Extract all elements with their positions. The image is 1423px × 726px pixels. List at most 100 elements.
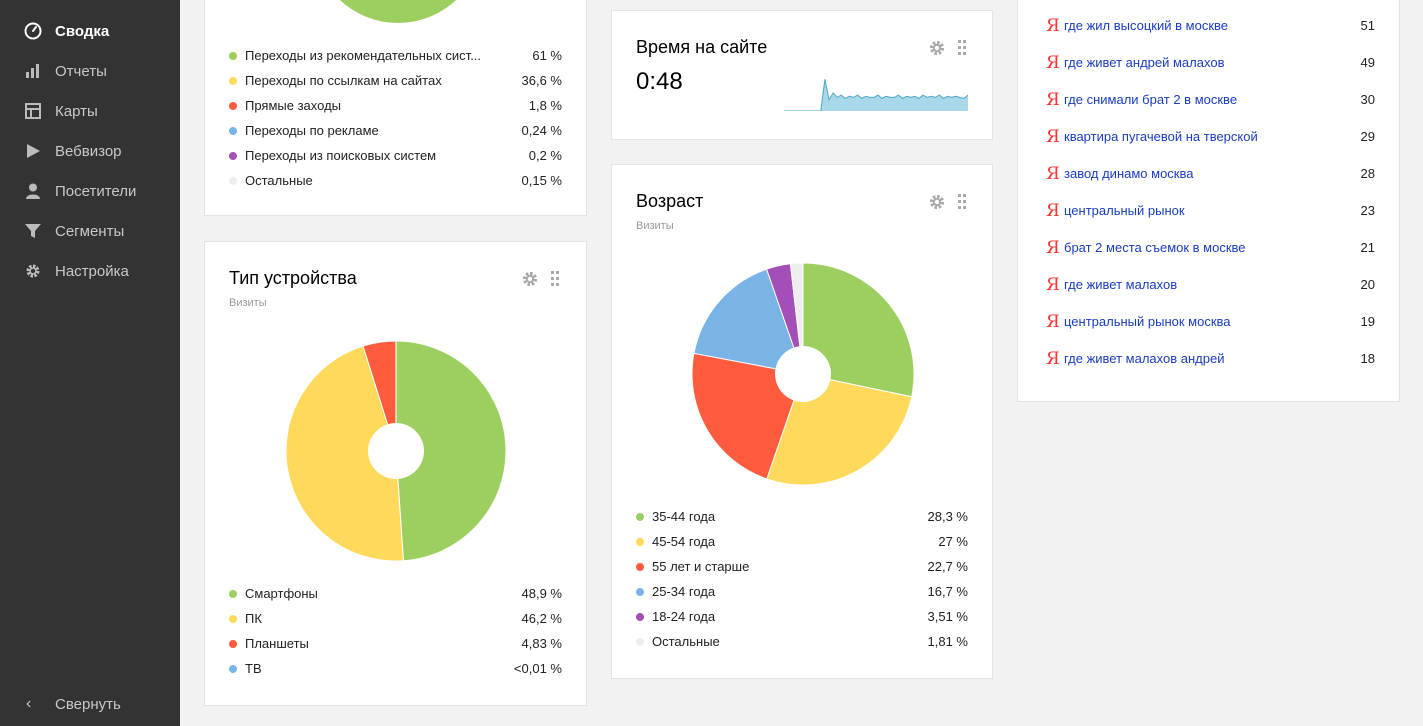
phrase-count: 18 [1360,351,1375,366]
legend-dot [229,126,237,135]
legend-value: 61 % [532,48,562,63]
sidebar-item-reports[interactable]: Отчеты [0,51,180,91]
phrase-link[interactable]: завод динамо москва [1064,166,1194,181]
play-icon [24,142,42,160]
legend-label: Остальные [245,173,313,188]
legend-value: 28,3 % [927,509,968,524]
sidebar-item-webvisor[interactable]: Вебвизор [0,131,180,171]
legend-label: ПК [245,611,262,626]
sidebar-item-label: Отчеты [55,62,107,80]
legend-item: ТВ <0,01 % [229,656,562,681]
time-on-site-card: Время на сайте 0:48 [611,10,993,140]
pie-hole [775,346,831,402]
phrase-link[interactable]: центральный рынок москва [1064,314,1231,329]
phrase-link[interactable]: где живет андрей малахов [1064,55,1225,70]
gear-icon[interactable] [928,193,946,211]
legend-label: ТВ [245,661,262,676]
gear-icon[interactable] [521,270,539,288]
legend-item: 35-44 года 28,3 % [636,504,968,529]
pie-slice[interactable] [286,345,404,561]
legend-item: Смартфоны 48,9 % [229,581,562,606]
legend-value: 46,2 % [521,611,562,626]
card-subtitle: Визиты [229,297,267,309]
funnel-icon [24,222,42,240]
time-on-site-value: 0:48 [636,68,683,95]
phrase-link[interactable]: где снимали брат 2 в москве [1064,92,1238,107]
drag-handle-icon[interactable] [551,271,559,287]
phrase-link[interactable]: где живет малахов [1064,277,1178,292]
legend-dot [229,176,237,185]
legend-dot [229,639,237,648]
legend-label: 35-44 года [652,509,716,524]
legend-label: 45-54 года [652,534,716,549]
legend-value: 1,8 % [528,98,562,113]
phrase-link[interactable]: где жил высоцкий в москве [1064,18,1228,33]
card-title: Тип устройства [229,268,357,288]
pie-slice[interactable] [395,341,506,561]
legend-dot [229,664,237,673]
pie-slice[interactable] [802,263,914,398]
yandex-icon: Я [1046,200,1060,221]
legend-value: 0,2 % [528,148,562,163]
legend-item: Переходы из рекомендательных сист... 61 % [229,43,562,68]
legend-item: Планшеты 4,83 % [229,631,562,656]
legend-dot [229,101,237,110]
legend-item: 18-24 года 3,51 % [636,604,968,629]
collapse-sidebar-button[interactable]: ‹ Свернуть [0,684,180,724]
drag-handle-icon[interactable] [958,40,966,56]
yandex-icon: Я [1046,52,1060,73]
phrase-count: 20 [1360,277,1375,292]
legend-dot [636,612,644,621]
legend-value: 1,81 % [927,634,968,649]
phrase-link[interactable]: квартира пугачевой на тверской [1064,129,1258,144]
legend-item: Остальные 0,15 % [229,168,562,193]
phrase-link[interactable]: центральный рынок [1064,203,1185,218]
legend-value: 3,51 % [927,609,968,624]
legend-item: Переходы по рекламе 0,24 % [229,118,562,143]
card-tools [928,193,966,211]
phrase-count: 30 [1360,92,1375,107]
legend-label: Переходы по рекламе [245,123,379,138]
legend-label: Остальные [652,634,720,649]
phrase-count: 28 [1360,166,1375,181]
legend-dot [636,587,644,596]
device-type-card: Тип устройства Визиты Смартфоны 48,9 % ПК… [204,241,587,706]
legend-dot [229,51,237,60]
legend-item: 45-54 года 27 % [636,529,968,554]
phrase-link[interactable]: брат 2 места съемок в москве [1064,240,1246,255]
phrase-count: 51 [1360,18,1375,33]
legend-value: 48,9 % [521,586,562,601]
chevron-left-icon: ‹ [26,695,32,712]
legend-dot [229,589,237,598]
sidebar-item-maps[interactable]: Карты [0,91,180,131]
legend-value: 22,7 % [927,559,968,574]
phrase-link[interactable]: где живет малахов андрей [1064,351,1225,366]
bar-chart-icon [24,62,42,80]
card-subtitle: Визиты [636,220,674,232]
drag-handle-icon[interactable] [958,194,966,210]
pie-slice[interactable] [693,268,804,375]
legend-dot [636,512,644,521]
sidebar-item-label: Настройка [55,262,129,280]
gear-icon [24,262,42,280]
legend-dot [636,637,644,646]
card-tools [521,270,559,288]
legend-label: Планшеты [245,636,309,651]
sidebar-item-label: Сегменты [55,222,125,240]
sidebar-item-visitors[interactable]: Посетители [0,171,180,211]
legend-item: Остальные 1,81 % [636,629,968,654]
sidebar-item-segments[interactable]: Сегменты [0,211,180,251]
sidebar-item-settings[interactable]: Настройка [0,251,180,291]
gear-icon[interactable] [928,39,946,57]
sidebar-item-summary[interactable]: Сводка [0,11,180,51]
legend-value: 4,83 % [521,636,562,651]
time-on-site-sparkline [784,79,968,111]
legend-label: 18-24 года [652,609,716,624]
pie-slice[interactable] [692,352,804,480]
legend-value: 36,6 % [521,73,562,88]
